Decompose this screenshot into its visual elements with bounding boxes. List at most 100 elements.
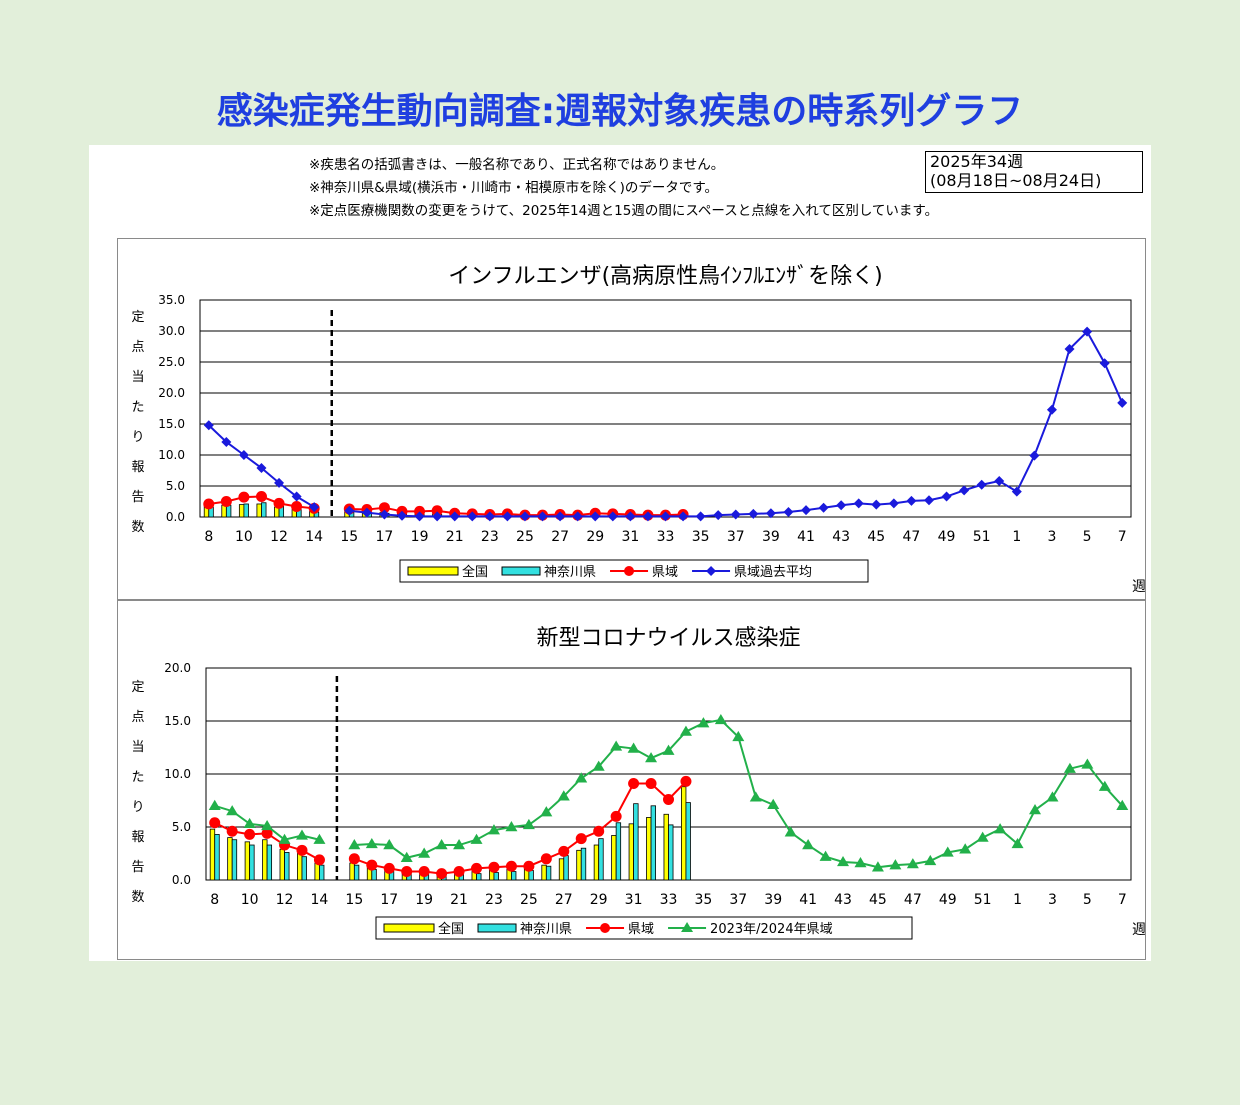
kenki-point bbox=[291, 500, 303, 512]
prev-season-point bbox=[575, 772, 588, 783]
kenki-point bbox=[273, 497, 285, 509]
avg-point bbox=[625, 511, 636, 522]
x-tick-label: 3 bbox=[1047, 529, 1056, 545]
y-tick-label: 10.0 bbox=[164, 767, 191, 781]
prev-season-point bbox=[906, 858, 919, 869]
bar bbox=[349, 862, 355, 881]
avg-point bbox=[678, 511, 689, 522]
kenki-point bbox=[366, 859, 378, 871]
bar bbox=[256, 503, 262, 518]
secondary-line bbox=[354, 718, 1124, 869]
kenki-point bbox=[453, 866, 465, 878]
bar bbox=[611, 835, 617, 881]
prev-season-point bbox=[1011, 837, 1024, 849]
prev-season-point bbox=[714, 713, 727, 725]
legend-label: 神奈川県 bbox=[544, 565, 596, 580]
prev-season-point bbox=[261, 819, 274, 831]
avg-point bbox=[783, 507, 794, 518]
avg-point bbox=[238, 450, 249, 460]
x-tick-label: 10 bbox=[241, 892, 259, 908]
avg-point bbox=[1011, 486, 1022, 497]
legend-marker bbox=[600, 923, 611, 933]
x-tick-label: 19 bbox=[415, 892, 433, 908]
prev-season-point bbox=[627, 742, 640, 753]
bar bbox=[663, 813, 669, 881]
prev-season-point bbox=[487, 824, 500, 835]
avg-point bbox=[818, 502, 829, 513]
bar bbox=[266, 844, 273, 881]
legend-label: 県域過去平均 bbox=[734, 565, 812, 580]
x-tick-label: 33 bbox=[657, 529, 675, 545]
prev-season-point bbox=[1046, 791, 1059, 802]
avg-point bbox=[695, 511, 706, 522]
y-axis-label-char: 告 bbox=[131, 860, 144, 875]
y-axis-label-char: た bbox=[131, 400, 144, 415]
x-tick-label: 12 bbox=[276, 892, 294, 908]
y-tick-label: 15.0 bbox=[158, 417, 185, 431]
avg-point bbox=[1117, 397, 1128, 408]
prev-season-point bbox=[418, 847, 431, 858]
prev-season-point bbox=[924, 854, 937, 866]
bar bbox=[528, 870, 534, 881]
avg-point bbox=[888, 498, 899, 509]
x-tick-label: 21 bbox=[450, 892, 468, 908]
avg-point bbox=[871, 499, 882, 510]
prev-season-point bbox=[400, 851, 413, 862]
kenki-point bbox=[348, 853, 360, 865]
avg-point bbox=[256, 463, 267, 474]
avg-point bbox=[730, 509, 741, 520]
x-tick-label: 51 bbox=[974, 892, 992, 908]
kenki-point bbox=[220, 496, 232, 507]
bar bbox=[279, 848, 285, 881]
note-line-3: ※定点医療機関数の変更をうけて、2025年14週と15週の間にスペースと点線を入… bbox=[309, 203, 939, 219]
prev-season-point bbox=[313, 833, 326, 844]
avg-point bbox=[221, 436, 232, 447]
x-tick-label: 31 bbox=[621, 529, 639, 545]
kenki-point bbox=[663, 793, 674, 805]
avg-point bbox=[923, 495, 934, 506]
prev-season-point bbox=[540, 806, 553, 817]
kenki-point bbox=[401, 866, 413, 878]
prev-season-point bbox=[941, 846, 954, 857]
avg-point bbox=[414, 511, 425, 522]
y-tick-label: 20.0 bbox=[158, 386, 185, 400]
bar bbox=[225, 504, 232, 518]
avg-point bbox=[484, 511, 495, 522]
bar bbox=[314, 862, 320, 881]
bar bbox=[576, 849, 582, 881]
bar bbox=[668, 824, 674, 881]
x-tick-label: 31 bbox=[625, 892, 643, 908]
kenki-point bbox=[418, 866, 430, 878]
legend-label: 県域 bbox=[652, 565, 678, 580]
avg-point bbox=[1099, 358, 1110, 369]
covid-chart-panel: 新型コロナウイルス感染症 0.0 5.0 10.0 15.0 20.0 定点当たり報告数 8 1… bbox=[117, 600, 1146, 960]
legend-label: 神奈川県 bbox=[520, 922, 572, 937]
prev-season-point bbox=[871, 861, 884, 872]
legend-swatch-bar bbox=[501, 566, 541, 576]
prev-season-point bbox=[505, 821, 518, 832]
kenki-point bbox=[226, 825, 238, 837]
week-box-dates: (08月18日~08月24日) bbox=[930, 171, 1102, 190]
influenza-chart: インフルエンザ(高病原性鳥ｲﾝﾌﾙｴﾝｻﾞを除く) 0.0 5.0 10.0 15.0 2… bbox=[131, 264, 1145, 595]
bar bbox=[214, 834, 220, 881]
x-tick-label: 1 bbox=[1012, 529, 1021, 545]
x-tick-label: 35 bbox=[692, 529, 710, 545]
kenki-point bbox=[431, 505, 443, 517]
avg-point bbox=[660, 511, 671, 522]
kenki-point bbox=[313, 854, 325, 866]
x-tick-label: 37 bbox=[727, 529, 745, 545]
avg-point bbox=[959, 485, 970, 496]
avg-point bbox=[467, 511, 478, 522]
prev-season-point bbox=[767, 798, 780, 809]
prev-season-point bbox=[854, 857, 867, 868]
y-axis-label-char: り bbox=[131, 800, 144, 815]
prev-season-point bbox=[1029, 804, 1042, 815]
page-title: 感染症発生動向調査:週報対象疾患の時系列グラフ bbox=[216, 91, 1024, 132]
prev-season-point bbox=[208, 799, 221, 810]
prev-season-point bbox=[749, 791, 762, 802]
avg-point bbox=[748, 508, 759, 519]
kenki-point bbox=[296, 844, 308, 856]
x-tick-label: 10 bbox=[235, 529, 253, 545]
y-axis-label-char: 当 bbox=[131, 740, 144, 755]
x-axis-label: 週 bbox=[1132, 922, 1145, 938]
